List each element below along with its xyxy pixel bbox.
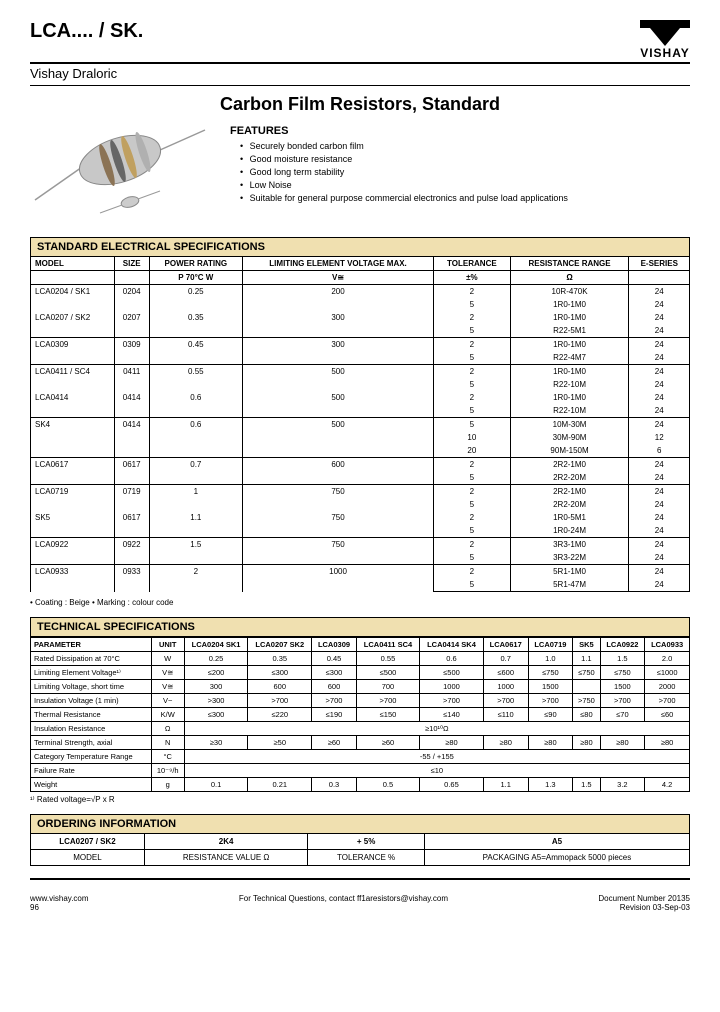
features-content: FEATURES Securely bonded carbon film Good… <box>230 125 690 225</box>
feature-item: Low Noise <box>240 180 690 190</box>
ordering-table: LCA0207 / SK22K4+ 5%A5 MODELRESISTANCE VA… <box>30 834 690 866</box>
footer-doc: Document Number 20135 <box>598 894 690 903</box>
tech-col-header: SK5 <box>573 638 600 652</box>
tech-row: Insulation Voltage (1 min)V~>300>700>700… <box>31 694 690 708</box>
product-code: LCA.... / SK. <box>30 20 143 43</box>
footer: www.vishay.com 96 For Technical Question… <box>30 894 690 912</box>
spec-col-header: RESISTANCE RANGE <box>510 257 629 271</box>
tech-col-header: LCA0207 SK2 <box>248 638 312 652</box>
tech-row: Thermal ResistanceK/W≤300≤220≤190≤150≤14… <box>31 708 690 722</box>
features-list: Securely bonded carbon film Good moisture… <box>230 141 690 203</box>
tech-row: Weightg0.10.210.30.50.651.11.31.53.24.2 <box>31 778 690 792</box>
spec-section-header: STANDARD ELECTRICAL SPECIFICATIONS <box>30 237 690 257</box>
spec-row: LCA0207 / SK202070.3530021R0-1M024 <box>31 311 690 324</box>
order-section-header: ORDERING INFORMATION <box>30 814 690 834</box>
order-label: PACKAGING A5=Ammopack 5000 pieces <box>424 850 689 866</box>
spec-row: SK506171.175021R0-5M124 <box>31 511 690 524</box>
tech-row: Terminal Strength, axialN≥30≥50≥60≥60≥80… <box>31 736 690 750</box>
spec-row: LCA030903090.4530021R0-1M024 <box>31 338 690 352</box>
spec-col-header: LIMITING ELEMENT VOLTAGE MAX. <box>242 257 433 271</box>
tech-col-header: LCA0414 SK4 <box>420 638 484 652</box>
features-heading: FEATURES <box>230 125 690 137</box>
subbrand: Vishay Draloric <box>30 66 690 86</box>
order-label: MODEL <box>31 850 145 866</box>
tech-row: Category Temperature Range°C-55 / +155 <box>31 750 690 764</box>
footer-right: Document Number 20135 Revision 03-Sep-03 <box>598 894 690 912</box>
spec-row: LCA093309332100025R1-1M024 <box>31 565 690 579</box>
spec-sub: ±% <box>434 271 511 285</box>
spec-col-header: SIZE <box>114 257 149 271</box>
footer-center: For Technical Questions, contact ff1ares… <box>239 894 448 912</box>
spec-sub: V≅ <box>242 271 433 285</box>
tech-section-header: TECHNICAL SPECIFICATIONS <box>30 617 690 637</box>
feature-item: Suitable for general purpose commercial … <box>240 193 690 203</box>
order-header: + 5% <box>308 834 425 850</box>
spec-col-header: POWER RATING <box>149 257 242 271</box>
footer-left: www.vishay.com 96 <box>30 894 89 912</box>
spec-row: SK404140.6500510M-30M24 <box>31 418 690 432</box>
spec-row: LCA0411 / SC404110.5550021R0-1M024 <box>31 365 690 379</box>
spec-row: LCA061706170.760022R2-1M024 <box>31 458 690 472</box>
tech-row: Failure Rate10⁻⁹/h≤10 <box>31 764 690 778</box>
tech-row: Insulation ResistanceΩ≥10¹⁰Ω <box>31 722 690 736</box>
features-section: FEATURES Securely bonded carbon film Good… <box>30 125 690 225</box>
brand-logo: VISHAY <box>640 20 690 60</box>
spec-sub: P 70°C W <box>149 271 242 285</box>
spec-table: MODELSIZEPOWER RATINGLIMITING ELEMENT VO… <box>30 257 690 592</box>
feature-item: Good long term stability <box>240 167 690 177</box>
brand-name: VISHAY <box>640 46 690 60</box>
resistor-icon <box>30 125 210 225</box>
footer-rule <box>30 878 690 880</box>
spec-row: LCA092209221.575023R3-1M024 <box>31 538 690 552</box>
order-label: RESISTANCE VALUE Ω <box>144 850 307 866</box>
page-header: LCA.... / SK. VISHAY <box>30 20 690 64</box>
vishay-logo-icon <box>640 20 690 46</box>
spec-row: LCA07190719175022R2-1M024 <box>31 485 690 499</box>
spec-sub: Ω <box>510 271 629 285</box>
footer-url: www.vishay.com <box>30 894 89 903</box>
feature-item: Securely bonded carbon film <box>240 141 690 151</box>
tech-col-header: LCA0719 <box>528 638 573 652</box>
tech-col-header: LCA0922 <box>600 638 645 652</box>
tech-row: Limiting Element Voltage¹⁾V≅≤200≤300≤300… <box>31 666 690 680</box>
order-label: TOLERANCE % <box>308 850 425 866</box>
tech-col-header: UNIT <box>151 638 184 652</box>
resistor-image <box>30 125 210 225</box>
tech-table: PARAMETERUNITLCA0204 SK1LCA0207 SK2LCA03… <box>30 637 690 792</box>
footer-page: 96 <box>30 903 89 912</box>
page-title: Carbon Film Resistors, Standard <box>30 94 690 115</box>
footer-rev: Revision 03-Sep-03 <box>598 903 690 912</box>
order-header: 2K4 <box>144 834 307 850</box>
tech-row: Rated Dissipation at 70°CW0.250.350.450.… <box>31 652 690 666</box>
spec-col-header: E-SERIES <box>629 257 690 271</box>
spec-note: • Coating : Beige • Marking : colour cod… <box>30 598 690 607</box>
tech-col-header: LCA0309 <box>312 638 357 652</box>
spec-col-header: TOLERANCE <box>434 257 511 271</box>
spec-row: LCA0204 / SK102040.25200210R-470K24 <box>31 285 690 299</box>
tech-row: Limiting Voltage, short timeV≅3006006007… <box>31 680 690 694</box>
spec-row: LCA041404140.650021R0-1M024 <box>31 391 690 404</box>
tech-col-header: PARAMETER <box>31 638 152 652</box>
tech-col-header: LCA0411 SC4 <box>356 638 419 652</box>
tech-note: ¹⁾ Rated voltage=√P x R <box>30 795 690 804</box>
tech-col-header: LCA0617 <box>483 638 528 652</box>
order-header: LCA0207 / SK2 <box>31 834 145 850</box>
feature-item: Good moisture resistance <box>240 154 690 164</box>
order-header: A5 <box>424 834 689 850</box>
tech-col-header: LCA0933 <box>645 638 690 652</box>
tech-col-header: LCA0204 SK1 <box>184 638 248 652</box>
spec-col-header: MODEL <box>31 257 115 271</box>
